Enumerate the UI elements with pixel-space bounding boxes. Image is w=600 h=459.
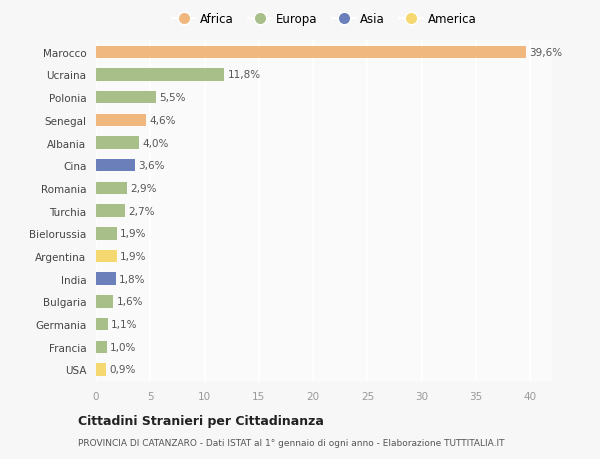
Bar [96,114,146,127]
Text: 39,6%: 39,6% [529,48,562,58]
Bar [96,273,116,285]
Text: 1,6%: 1,6% [116,297,143,307]
Text: 11,8%: 11,8% [227,70,260,80]
Bar [96,160,135,172]
Text: 4,0%: 4,0% [143,138,169,148]
Text: 1,1%: 1,1% [111,319,138,330]
Bar [96,69,224,82]
Text: 1,9%: 1,9% [120,252,146,262]
Text: Cittadini Stranieri per Cittadinanza: Cittadini Stranieri per Cittadinanza [78,414,324,428]
Text: 3,6%: 3,6% [139,161,165,171]
Bar [96,205,125,218]
Text: 2,7%: 2,7% [128,206,155,216]
Text: 4,6%: 4,6% [149,116,176,126]
Bar [96,182,127,195]
Bar [96,46,526,59]
Bar [96,137,139,150]
Bar [96,318,108,330]
Text: 0,9%: 0,9% [109,364,136,375]
Text: 1,0%: 1,0% [110,342,136,352]
Bar [96,228,116,240]
Bar [96,250,116,263]
Text: 5,5%: 5,5% [159,93,185,103]
Text: 1,8%: 1,8% [119,274,145,284]
Legend: Africa, Europa, Asia, America: Africa, Europa, Asia, America [172,13,476,26]
Text: PROVINCIA DI CATANZARO - Dati ISTAT al 1° gennaio di ogni anno - Elaborazione TU: PROVINCIA DI CATANZARO - Dati ISTAT al 1… [78,438,505,447]
Text: 1,9%: 1,9% [120,229,146,239]
Bar [96,296,113,308]
Bar [96,364,106,376]
Text: 2,9%: 2,9% [131,184,157,194]
Bar [96,92,156,104]
Bar [96,341,107,353]
